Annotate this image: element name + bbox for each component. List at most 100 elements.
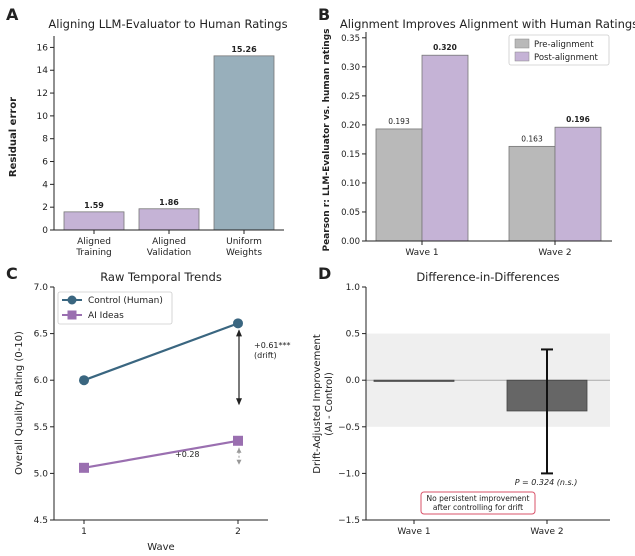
chart-d-ytick-label: 0.0: [346, 376, 361, 386]
chart-c-xtick-label: 2: [235, 527, 241, 537]
chart-b-xtick-label: Wave 2: [538, 248, 571, 258]
chart-d-p-value: P = 0.324 (n.s.): [515, 478, 578, 487]
chart-d-bar: [373, 379, 455, 382]
chart-a-title: Aligning LLM-Evaluator to Human Ratings: [48, 17, 287, 31]
chart-a-xtick-label: Weights: [226, 248, 262, 258]
chart-a-ytick-label: 6: [42, 158, 48, 168]
chart-a-ytick-label: 10: [37, 112, 49, 122]
chart-d-xtick-label: Wave 1: [397, 527, 430, 537]
chart-b-ytick-label: 0.25: [341, 92, 360, 102]
chart-d-note-line1: No persistent improvement: [427, 494, 530, 503]
chart-a-bar: [213, 55, 275, 231]
chart-b-value-label: 0.320: [433, 43, 457, 52]
legend-marker-control: [67, 295, 77, 305]
chart-b-title: Alignment Improves Alignment with Human …: [340, 17, 635, 31]
panel-letter-b: B: [318, 5, 330, 24]
chart-c-drift-arrowhead-down: [236, 398, 242, 406]
legend-label-post-alignment: Post-alignment: [534, 53, 598, 63]
legend-label-pre-alignment: Pre-alignment: [534, 40, 594, 50]
panel-letter-a: A: [6, 5, 19, 24]
chart-c-legend: Control (Human) AI Ideas: [57, 291, 173, 325]
chart-a-ytick-label: 2: [42, 203, 48, 213]
chart-d-note-box: [420, 491, 536, 515]
chart-c-drift-arrowhead-up: [236, 329, 242, 337]
chart-c-ytick-label: 5.0: [34, 469, 49, 479]
chart-panel-a: Aligning LLM-Evaluator to Human Ratings …: [8, 17, 288, 258]
chart-a-bar: [63, 211, 125, 231]
chart-c-ylabel: Overall Quality Rating (0-10): [14, 331, 25, 475]
chart-a-xtick-label: Validation: [147, 248, 191, 258]
chart-a-ytick-label: 12: [37, 89, 48, 99]
chart-d-ytick-label: −1.5: [338, 516, 360, 526]
chart-a-ytick-label: 8: [42, 135, 48, 145]
chart-b-ytick-label: 0.30: [341, 63, 360, 73]
chart-b-ytick-label: 0.20: [341, 121, 360, 131]
chart-c-ytick-label: 6.5: [34, 330, 48, 340]
chart-d-ytick-label: 0.5: [346, 330, 360, 340]
legend-label-ai-ideas: AI Ideas: [88, 311, 124, 321]
chart-c-annotation-drift-value: +0.61***: [254, 341, 291, 350]
chart-c-ytick-label: 7.0: [34, 283, 49, 293]
chart-a-ytick-label: 16: [37, 43, 49, 53]
chart-c-point: [79, 375, 89, 386]
chart-c-point: [79, 462, 89, 473]
chart-b-ytick-label: 0.10: [341, 179, 360, 189]
chart-c-ytick-label: 5.5: [34, 423, 48, 433]
chart-b-xtick-label: Wave 1: [405, 248, 438, 258]
chart-a-ytick-label: 14: [37, 66, 49, 76]
chart-a-value-label: 1.86: [159, 198, 179, 207]
legend-marker-ai-ideas: [67, 310, 77, 320]
chart-b-bar: [375, 128, 423, 242]
chart-c-series-line: [83, 439, 239, 469]
chart-a-ylabel: Residual error: [8, 97, 19, 177]
legend-swatch-post-alignment: [514, 51, 530, 62]
chart-d-ytick-label: −1.0: [338, 469, 360, 479]
chart-c-series-line: [83, 322, 239, 382]
chart-a-xtick-label: Aligned: [152, 237, 186, 247]
chart-b-ytick-label: 0.05: [341, 208, 360, 218]
chart-a-ytick-label: 4: [42, 180, 48, 190]
panel-letter-c: C: [6, 264, 18, 283]
chart-a-bar: [138, 208, 200, 231]
chart-b-bar: [508, 145, 556, 242]
chart-b-legend: Pre-alignment Post-alignment: [508, 34, 610, 66]
chart-c-title: Raw Temporal Trends: [100, 270, 222, 284]
chart-a-value-label: 15.26: [231, 45, 257, 54]
legend-swatch-pre-alignment: [514, 38, 530, 49]
chart-b-bar: [421, 54, 469, 242]
chart-c-point: [233, 318, 243, 329]
chart-b-value-label: 0.196: [566, 115, 590, 124]
chart-c-annotation-drift-label: (drift): [254, 351, 277, 360]
chart-a-xtick-label: Training: [75, 248, 112, 258]
chart-c-ytick-label: 6.0: [34, 376, 49, 386]
chart-c-ytick-label: 4.5: [34, 516, 48, 526]
chart-panel-c: Raw Temporal Trends Overall Quality Rati…: [14, 270, 291, 553]
chart-a-xtick-label: Aligned: [77, 237, 111, 247]
chart-d-ytick-label: −0.5: [338, 423, 360, 433]
chart-a-value-label: 1.59: [84, 201, 104, 210]
chart-panel-b: Alignment Improves Alignment with Human …: [322, 17, 635, 258]
chart-b-ytick-label: 0.15: [341, 150, 360, 160]
chart-c-ai-arrowhead-down: [236, 459, 242, 465]
chart-c-point: [233, 435, 243, 446]
chart-b-value-label: 0.163: [521, 134, 543, 143]
chart-a-xtick-label: Uniform: [226, 237, 262, 247]
chart-d-title: Difference-in-Differences: [416, 270, 559, 284]
chart-c-annotation-ai-value: +0.28: [175, 450, 200, 459]
chart-d-note-line2: after controlling for drift: [433, 503, 523, 512]
chart-c-ai-arrowhead-up: [236, 447, 242, 453]
chart-b-value-label: 0.193: [388, 117, 410, 126]
chart-b-bar: [554, 126, 602, 242]
legend-label-control: Control (Human): [88, 296, 163, 306]
chart-d-ylabel-line1: Drift-Adjusted Improvement: [312, 334, 323, 474]
chart-b-ytick-label: 0.35: [341, 34, 360, 44]
chart-d-ytick-label: 1.0: [346, 283, 361, 293]
chart-b-ylabel: Pearson r: LLM-Evaluator vs. human ratin…: [322, 28, 332, 251]
chart-d-xtick-label: Wave 2: [530, 527, 563, 537]
chart-panel-d: Difference-in-Differences Drift-Adjusted…: [312, 270, 610, 537]
chart-b-ytick-label: 0.00: [341, 237, 360, 247]
chart-d-ylabel-line2: (AI - Control): [324, 372, 335, 436]
chart-a-ytick-label: 0: [42, 226, 48, 236]
panel-letter-d: D: [318, 264, 331, 283]
